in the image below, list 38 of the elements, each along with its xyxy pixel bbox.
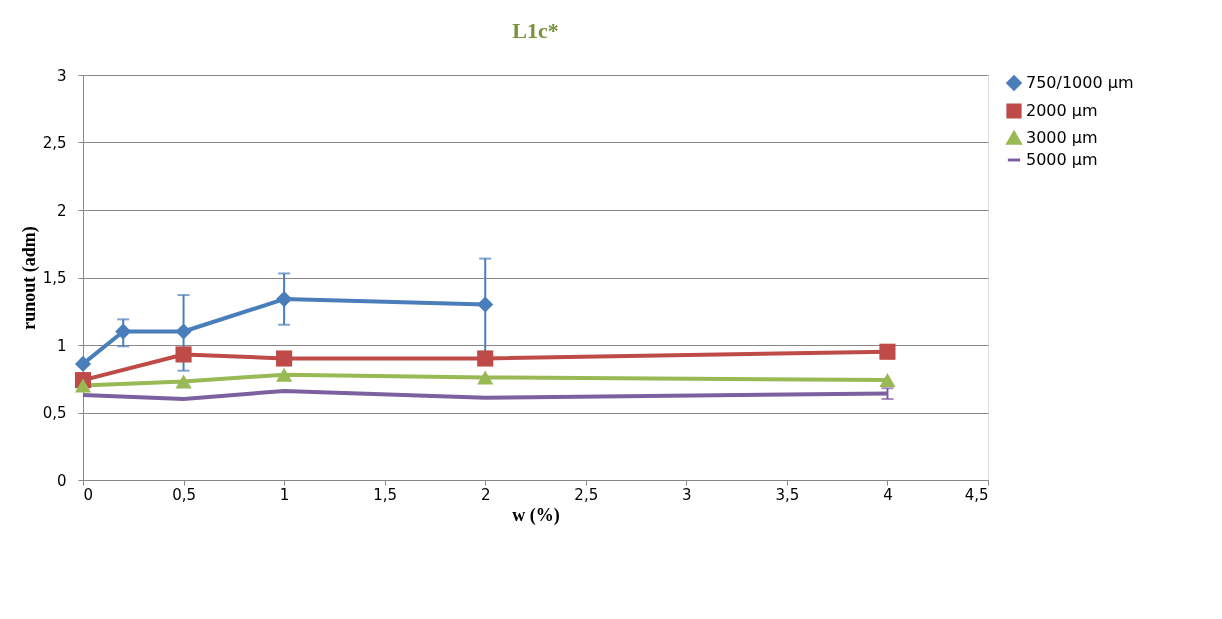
point xyxy=(74,378,92,393)
legend-label: 3000 µm xyxy=(1026,128,1098,147)
x-tick-label: 3 xyxy=(682,485,692,504)
x-tick-label: 4 xyxy=(883,485,893,504)
point xyxy=(276,350,293,367)
y-tick-label: 0,5 xyxy=(42,404,67,422)
x-tick-label: 1,5 xyxy=(373,485,398,504)
x-tick-label: 0 xyxy=(83,485,94,504)
point xyxy=(115,323,132,340)
x-axis-title: w (%) xyxy=(512,504,560,526)
legend-label: 750/1000 µm xyxy=(1026,73,1134,92)
x-tick-label: 3,5 xyxy=(775,485,800,504)
y-tick-label: 1 xyxy=(56,336,67,355)
point xyxy=(477,350,494,367)
legend-label: 5000 µm xyxy=(1026,150,1098,169)
y-axis-title: runout (adm) xyxy=(18,226,40,330)
point xyxy=(879,373,896,388)
point xyxy=(74,355,92,372)
y-tick-label: 3 xyxy=(56,66,67,85)
point xyxy=(175,346,192,363)
x-tick-label: 1 xyxy=(279,485,290,504)
x-tick-label: 2,5 xyxy=(574,485,599,504)
point xyxy=(175,374,192,389)
point xyxy=(477,370,494,385)
chart-title: L1c* xyxy=(512,18,559,43)
point xyxy=(879,343,896,360)
y-tick-label: 0 xyxy=(56,471,67,490)
legend-label: 2000 µm xyxy=(1026,101,1098,120)
point xyxy=(175,323,192,340)
y-tick-label: 2,5 xyxy=(42,134,67,152)
x-tick-label: 0,5 xyxy=(172,485,196,504)
x-tick-label: 4,5 xyxy=(964,485,989,504)
x-tick-label: 2 xyxy=(480,485,491,504)
point xyxy=(477,296,494,313)
y-tick-label: 2 xyxy=(56,201,67,220)
y-tick-label: 1,5 xyxy=(42,269,67,287)
point xyxy=(276,367,293,382)
point xyxy=(276,291,293,308)
